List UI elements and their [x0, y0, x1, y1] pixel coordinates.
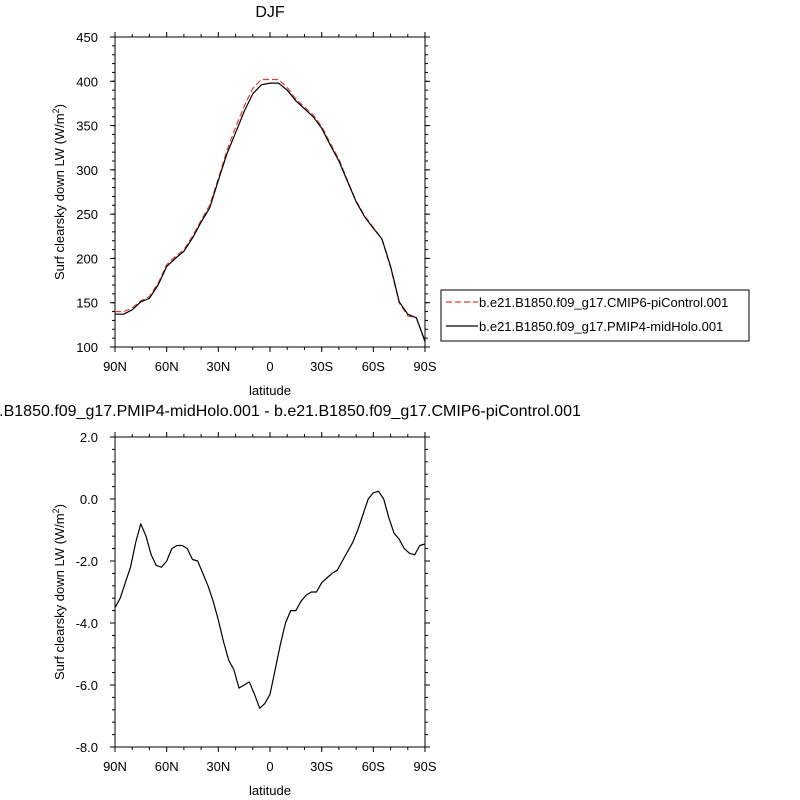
top-y-label-end: ): [52, 104, 67, 108]
top-y-tick-label: 100: [76, 340, 98, 355]
top-x-tick-label: 0: [266, 359, 273, 374]
legend-box: [440, 289, 750, 342]
top-y-tick-label: 150: [76, 296, 98, 311]
bottom-x-tick-label: 60N: [155, 759, 179, 774]
top-y-axis-label: Surf clearsky down LW (W/m2): [51, 104, 67, 280]
top-series-line-1: [115, 82, 426, 342]
bottom-x-tick-label: 90S: [413, 759, 436, 774]
bottom-x-tick-label: 90N: [103, 759, 127, 774]
top-ticks: 90N 60N 30N 0 30S 60S 90S 100 150 200 250 300 350 400…: [76, 30, 437, 374]
bottom-ticks: 90N 60N 30N 0 30S 60S 90S -8.0 -6.0 -4.0 -2.0 0.0 2.…: [76, 430, 437, 774]
bottom-chart: b.e21.B1850.f09_g17.PMIP4-midHolo.001 - …: [0, 403, 581, 798]
legend-label-picontrol: b.e21.B1850.f09_g17.CMIP6-piControl.001: [479, 295, 728, 310]
top-series: [115, 78, 426, 342]
legend-label-midholo: b.e21.B1850.f09_g17.PMIP4-midHolo.001: [479, 319, 723, 334]
top-x-tick-label: 30N: [206, 359, 230, 374]
bottom-chart-title: b.e21.B1850.f09_g17.PMIP4-midHolo.001 - …: [0, 403, 581, 420]
bottom-y-tick-label: -8.0: [76, 740, 98, 755]
top-chart-title: DJF: [255, 4, 285, 21]
bottom-y-tick-label: 2.0: [80, 430, 98, 445]
bottom-y-axis-label: Surf clearsky down LW (W/m2): [51, 504, 67, 680]
top-y-tick-label: 450: [76, 30, 98, 45]
top-x-tick-label: 90N: [103, 359, 127, 374]
bottom-y-tick-label: -4.0: [76, 616, 98, 631]
top-y-tick-label: 300: [76, 163, 98, 178]
bottom-x-tick-label: 30N: [206, 759, 230, 774]
bottom-y-tick-label: -2.0: [76, 554, 98, 569]
top-x-tick-label: 60N: [155, 359, 179, 374]
bottom-y-label-main: Surf clearsky down LW (W/m: [52, 513, 67, 680]
top-x-tick-label: 90S: [413, 359, 436, 374]
bottom-x-tick-label: 0: [266, 759, 273, 774]
top-x-tick-label: 30S: [310, 359, 333, 374]
bottom-plot-frame: [114, 436, 426, 748]
legend: b.e21.B1850.f09_g17.CMIP6-piControl.001 …: [440, 289, 750, 342]
top-series-line-0: [115, 78, 426, 342]
bottom-x-tick-label: 60S: [362, 759, 385, 774]
top-chart: DJF 90N 60N 30N 0 30S 60S 90S 100 150 200 250 300 35…: [51, 4, 750, 398]
top-y-label-sup: 2: [51, 108, 61, 113]
bottom-x-axis-label: latitude: [249, 783, 291, 798]
bottom-y-label-end: ): [52, 504, 67, 508]
bottom-series-line-0: [114, 490, 426, 709]
bottom-series: [114, 490, 426, 709]
top-y-tick-label: 350: [76, 119, 98, 134]
top-y-label-main: Surf clearsky down LW (W/m: [52, 113, 67, 280]
bottom-y-label-sup: 2: [51, 508, 61, 513]
bottom-x-tick-label: 30S: [310, 759, 333, 774]
top-y-tick-label: 200: [76, 251, 98, 266]
bottom-y-tick-label: 0.0: [80, 492, 98, 507]
bottom-y-tick-label: -6.0: [76, 678, 98, 693]
top-x-tick-label: 60S: [362, 359, 385, 374]
top-y-tick-label: 400: [76, 74, 98, 89]
top-x-axis-label: latitude: [249, 383, 291, 398]
top-y-tick-label: 250: [76, 207, 98, 222]
